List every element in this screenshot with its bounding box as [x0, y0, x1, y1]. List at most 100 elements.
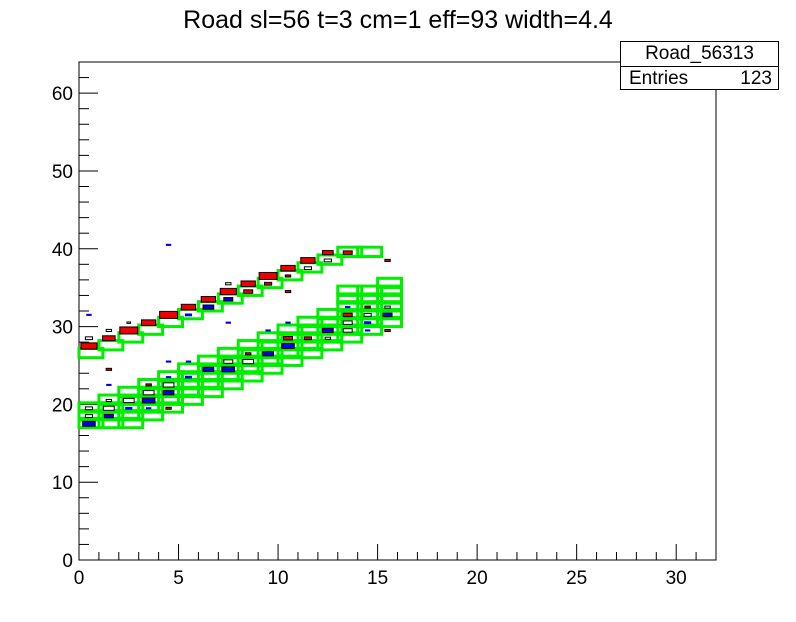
hit-cell: [105, 398, 113, 403]
road-box: [336, 292, 364, 305]
hit-cell: [102, 405, 115, 411]
road-box: [137, 377, 165, 391]
x-tick-label: 20: [467, 568, 488, 589]
axis-labels: 0 5 10 15 20 25 30 0 10 20 30 40 50 60: [52, 84, 687, 589]
road-box: [276, 323, 304, 336]
hit-cell: [180, 303, 197, 311]
chart-title: Road sl=56 t=3 cm=1 eff=93 width=4.4: [183, 6, 613, 34]
road-box: [376, 307, 403, 321]
road-box: [117, 409, 145, 422]
road-box: [236, 339, 264, 352]
y-tick-label: 10: [52, 473, 73, 494]
road-box: [356, 315, 384, 329]
road-box: [177, 385, 204, 399]
hit-cell: [184, 375, 193, 379]
hit-cell: [240, 280, 256, 288]
hit-cell: [323, 258, 332, 263]
y-tick-label: 0: [62, 551, 73, 572]
hit-cell: [84, 336, 94, 341]
road-box: [336, 307, 364, 321]
hit-cell: [243, 289, 254, 294]
road-box: [177, 362, 204, 375]
road-box: [236, 370, 264, 383]
road-box: [356, 245, 384, 259]
hit-cell: [342, 312, 353, 318]
road-box: [216, 354, 244, 367]
road-box: [336, 245, 364, 259]
road-box: [97, 401, 125, 414]
road-box: [336, 300, 364, 313]
hit-cell: [162, 390, 175, 396]
hit-cell: [364, 305, 371, 309]
road-box: [137, 409, 165, 422]
hit-cell: [159, 310, 179, 319]
road-box: [157, 401, 185, 414]
road-box: [216, 377, 244, 391]
hit-cell: [184, 313, 193, 317]
hit-cell: [165, 406, 172, 410]
road-box: [376, 284, 403, 297]
road-box: [117, 416, 145, 430]
hit-cell: [364, 329, 371, 332]
hit-cell: [119, 326, 139, 335]
road-box: [296, 346, 324, 360]
road-box: [196, 377, 224, 391]
hit-cell: [264, 281, 273, 286]
road-box: [296, 315, 324, 329]
hit-cell: [223, 297, 234, 302]
axis-ticks: [78, 61, 717, 561]
road-box: [336, 284, 364, 297]
hit-cell: [202, 304, 215, 310]
hit-cell: [300, 257, 316, 264]
hit-cell: [242, 358, 255, 365]
road-box: [256, 346, 284, 360]
hit-cell: [106, 383, 112, 386]
road-box: [77, 401, 105, 414]
hit-cell: [245, 352, 252, 356]
hit-cell: [165, 376, 172, 379]
road-box: [316, 323, 344, 336]
stats-box: Road_56313 Entries 123: [620, 41, 779, 90]
hit-cell: [384, 328, 391, 333]
road-box: [236, 354, 264, 367]
road-box: [336, 315, 364, 329]
hit-cell: [283, 335, 293, 341]
road-box: [296, 323, 324, 336]
hit-cell: [265, 329, 271, 332]
road-box: [336, 323, 364, 336]
road-box: [117, 385, 145, 399]
hit-cell: [219, 287, 237, 296]
road-box: [216, 346, 244, 360]
hit-cell: [284, 274, 292, 278]
hit-cell: [162, 382, 175, 388]
hit-cell: [145, 383, 152, 387]
stats-entries-label: Entries: [629, 68, 689, 89]
road-box: [356, 284, 384, 297]
hit-cell: [185, 360, 192, 363]
road-box: [376, 292, 403, 305]
road-box: [336, 331, 364, 344]
hit-cell: [221, 366, 236, 373]
hit-cell: [141, 397, 156, 404]
x-tick-label: 25: [566, 568, 587, 589]
road-box: [177, 393, 204, 406]
hit-cell: [281, 343, 295, 349]
road-box: [137, 385, 165, 399]
hit-cell: [84, 406, 94, 411]
y-tick-label: 20: [52, 395, 73, 416]
hit-cell: [364, 321, 372, 325]
road-box: [196, 354, 224, 367]
road-box: [177, 377, 204, 391]
hit-cell: [165, 360, 172, 363]
road-box: [276, 354, 304, 367]
x-tick-label: 5: [173, 568, 184, 589]
hit-cell: [342, 328, 353, 333]
stats-entries-value: 123: [740, 68, 772, 89]
road-box: [256, 331, 284, 344]
road-box: [356, 292, 384, 305]
road-box: [276, 331, 304, 344]
hit-cell: [258, 271, 278, 280]
road-box: [97, 416, 125, 430]
road-box: [276, 339, 304, 352]
road-box: [356, 323, 384, 336]
